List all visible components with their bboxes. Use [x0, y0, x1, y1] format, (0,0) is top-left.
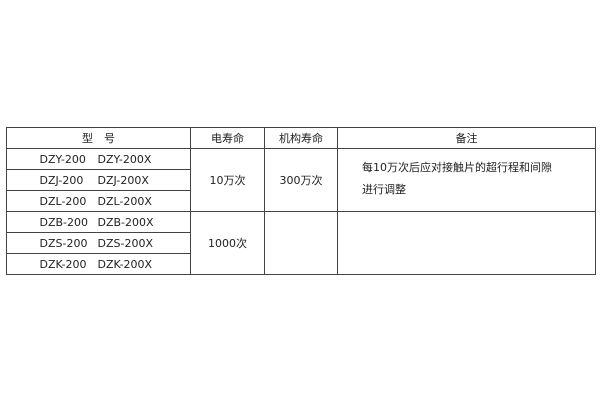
mechanical-life-cell: 300万次	[264, 148, 338, 212]
table-row: DZY-200 DZY-200X 10万次 300万次 每10万次后应对接触片的超…	[6, 148, 596, 212]
model-b: DZB-200X	[97, 215, 154, 229]
header-remarks: 备注	[337, 127, 596, 149]
header-model: 型 号	[6, 127, 191, 149]
remark-line: 进行调整	[362, 183, 406, 196]
model-cell: DZK-200 DZK-200X	[6, 253, 191, 275]
model-a: DZL-200	[39, 194, 87, 208]
model-b: DZS-200X	[97, 236, 154, 250]
model-b: DZK-200X	[97, 257, 153, 271]
header-electrical-life: 电寿命	[190, 127, 265, 149]
model-a: DZY-200	[39, 152, 86, 166]
header-row: 型 号 电寿命 机构寿命 备注	[6, 127, 596, 149]
model-a: DZK-200	[39, 257, 87, 271]
model-cell: DZJ-200 DZJ-200X	[6, 169, 191, 191]
model-b: DZL-200X	[97, 194, 152, 208]
header-mechanical-life: 机构寿命	[264, 127, 338, 149]
model-b: DZY-200X	[97, 152, 152, 166]
model-a: DZJ-200	[39, 173, 84, 187]
electrical-life-cell: 10万次	[190, 148, 265, 212]
remarks-cell: 每10万次后应对接触片的超行程和间隙 进行调整	[337, 148, 596, 212]
model-cell: DZY-200 DZY-200X	[6, 148, 191, 170]
mechanical-life-cell	[264, 211, 338, 275]
model-a: DZS-200	[39, 236, 88, 250]
table-row: DZB-200 DZB-200X 1000次	[6, 211, 596, 275]
table-row: DZL-200 DZL-200X	[6, 190, 596, 212]
remarks-cell	[337, 211, 596, 275]
model-b: DZJ-200X	[97, 173, 149, 187]
model-cell: DZL-200 DZL-200X	[6, 190, 191, 212]
spec-table: 型 号 电寿命 机构寿命 备注 DZY-200 DZY-200X 10万次 300…	[6, 127, 596, 275]
remark-line: 每10万次后应对接触片的超行程和间隙	[362, 161, 552, 174]
table-row: DZK-200 DZK-200X	[6, 253, 596, 275]
model-cell: DZS-200 DZS-200X	[6, 232, 191, 254]
model-cell: DZB-200 DZB-200X	[6, 211, 191, 233]
electrical-life-cell: 1000次	[190, 211, 265, 275]
model-a: DZB-200	[39, 215, 89, 229]
